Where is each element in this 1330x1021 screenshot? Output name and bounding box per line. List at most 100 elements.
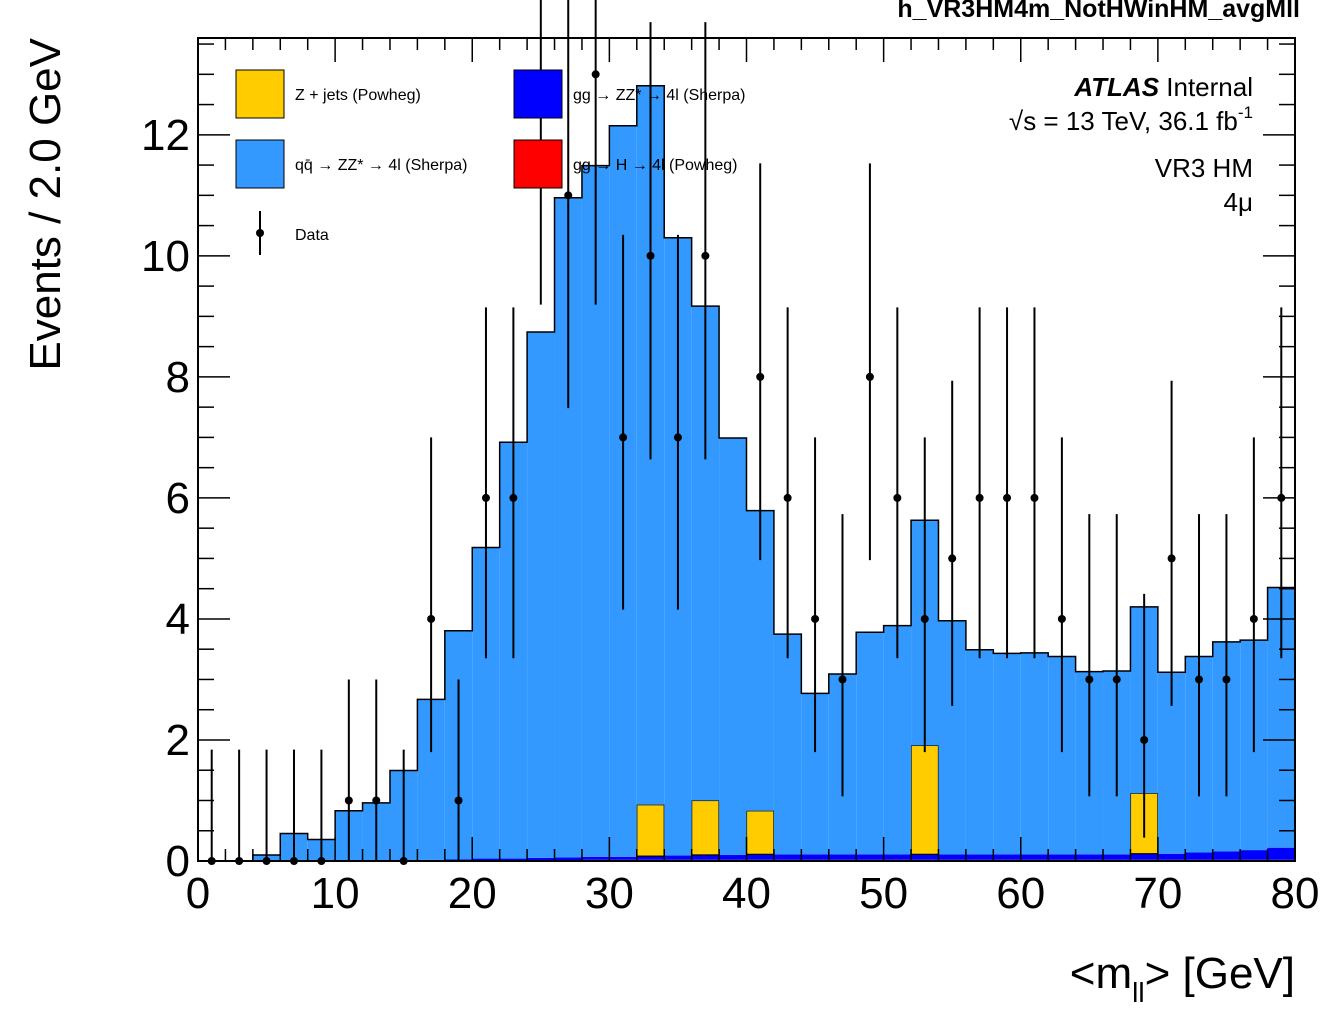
data-point-37 <box>1222 675 1231 684</box>
data-point-23 <box>838 675 847 684</box>
data-point-24 <box>865 372 874 381</box>
bar-2-bin-20 <box>745 810 775 855</box>
y-tick-label-0: 0 <box>166 837 190 886</box>
data-point-33 <box>1112 675 1121 684</box>
bar-1-bin-30 <box>1020 854 1049 860</box>
bar-1-bin-19 <box>719 854 747 860</box>
x-tick-label-30: 30 <box>585 869 634 918</box>
bar-1-bin-24 <box>856 854 884 860</box>
bar-1-bin-38 <box>1240 850 1268 860</box>
data-point-29 <box>1003 493 1012 502</box>
bar-1-bin-18 <box>691 854 720 860</box>
bar-3-bin-19 <box>719 438 747 855</box>
bar-2-bin-16 <box>636 804 665 857</box>
data-point-32 <box>1085 675 1094 684</box>
bar-1-bin-11 <box>499 858 528 861</box>
bar-1-bin-27 <box>938 854 966 860</box>
data-point-6 <box>372 796 381 805</box>
bar-1-bin-14 <box>581 856 610 860</box>
x-tick-label-10: 10 <box>311 869 360 918</box>
data-point-10 <box>481 493 490 502</box>
data-point-28 <box>975 493 984 502</box>
y-tick-label-4: 4 <box>166 595 190 644</box>
x-tick-label-40: 40 <box>722 869 771 918</box>
bar-3-bin-29 <box>993 653 1021 855</box>
x-tick-label-70: 70 <box>1133 869 1182 918</box>
region-label: VR3 HM <box>1155 153 1253 183</box>
bar-3-bin-25 <box>883 625 912 855</box>
bar-1-bin-17 <box>664 855 692 860</box>
data-point-36 <box>1195 675 1204 684</box>
bar-1-bin-13 <box>554 857 582 861</box>
x-axis-label: <mll> [GeV] <box>1070 949 1295 1008</box>
bar-1-bin-37 <box>1212 851 1241 860</box>
data-point-22 <box>811 614 820 623</box>
stacked-histogram <box>252 85 1295 862</box>
energy-lumi-label: √s = 13 TeV, 36.1 fb-1 <box>1009 103 1253 136</box>
data-point-20 <box>756 372 765 381</box>
channel-label: 4μ <box>1224 187 1253 217</box>
x-tick-label-20: 20 <box>448 869 497 918</box>
bar-3-bin-20 <box>746 510 774 811</box>
atlas-label-rest: Internal <box>1159 72 1253 102</box>
atlas-label-bold: ATLAS <box>1073 72 1159 102</box>
legend-swatch-ggh <box>513 139 563 189</box>
y-tick-label-12: 12 <box>141 111 190 160</box>
bar-1-bin-12 <box>527 857 555 861</box>
data-point-17 <box>673 433 682 442</box>
data-point-35 <box>1167 554 1176 563</box>
data-point-21 <box>783 493 792 502</box>
bar-1-bin-36 <box>1185 852 1213 860</box>
legend-label-ggzz: gg → ZZ* → 4l (Sherpa) <box>573 87 746 104</box>
x-tick-label-60: 60 <box>996 869 1045 918</box>
bar-1-bin-25 <box>883 854 912 860</box>
data-point-38 <box>1249 614 1258 623</box>
bar-2-bin-18 <box>691 799 720 856</box>
legend-label-ggh: gg → H → 4l (Powheg) <box>573 157 738 174</box>
legend: Z + jets (Powheg) gg → ZZ* → 4l (Sherpa)… <box>235 69 746 255</box>
bar-1-bin-39 <box>1267 847 1295 860</box>
bar-1-bin-29 <box>993 854 1021 860</box>
data-point-11 <box>509 493 518 502</box>
legend-data-marker <box>256 229 264 237</box>
bar-1-bin-35 <box>1157 853 1186 860</box>
bar-1-bin-28 <box>965 854 994 860</box>
data-point-30 <box>1030 493 1039 502</box>
x-axis-label-tail: > [GeV] <box>1145 949 1295 998</box>
data-point-18 <box>701 251 710 260</box>
bar-2-bin-26 <box>910 744 940 855</box>
bar-1-bin-21 <box>773 854 802 860</box>
data-point-16 <box>646 251 655 260</box>
data-point-8 <box>427 614 436 623</box>
bar-3-bin-28 <box>965 649 994 855</box>
data-point-13 <box>564 191 573 200</box>
legend-label-qqzz: qq̄ → ZZ* → 4l (Sherpa) <box>295 157 468 174</box>
data-point-25 <box>893 493 902 502</box>
bar-1-bin-23 <box>828 854 857 860</box>
x-tick-label-50: 50 <box>859 869 908 918</box>
x-tick-label-80: 80 <box>1271 869 1320 918</box>
y-tick-label-10: 10 <box>141 232 190 281</box>
atlas-label: ATLAS Internal <box>1073 72 1253 102</box>
bar-1-bin-22 <box>801 854 829 860</box>
x-tick-labels: 0 10 20 30 40 50 60 70 80 <box>186 869 1320 918</box>
lumi-superscript: -1 <box>1238 103 1253 122</box>
bar-1-bin-20 <box>746 854 774 860</box>
bar-3-bin-21 <box>773 634 802 855</box>
y-tick-label-8: 8 <box>166 353 190 402</box>
data-point-31 <box>1057 614 1066 623</box>
legend-swatch-qqzz <box>235 139 285 189</box>
x-tick-label-0: 0 <box>186 869 210 918</box>
bar-1-bin-26 <box>911 854 939 860</box>
energy-lumi-text: √s = 13 TeV, 36.1 fb <box>1009 106 1238 136</box>
y-tick-label-2: 2 <box>166 716 190 765</box>
y-axis-label: Events / 2.0 GeV <box>21 37 70 370</box>
x-axis-label-sub: ll <box>1132 977 1144 1008</box>
x-axis-label-main: <m <box>1070 949 1132 998</box>
bar-1-bin-32 <box>1075 854 1104 860</box>
legend-label-data: Data <box>295 227 329 244</box>
bar-1-bin-33 <box>1103 854 1131 860</box>
bar-3-bin-12 <box>527 331 555 858</box>
bar-3-bin-30 <box>1020 652 1049 855</box>
